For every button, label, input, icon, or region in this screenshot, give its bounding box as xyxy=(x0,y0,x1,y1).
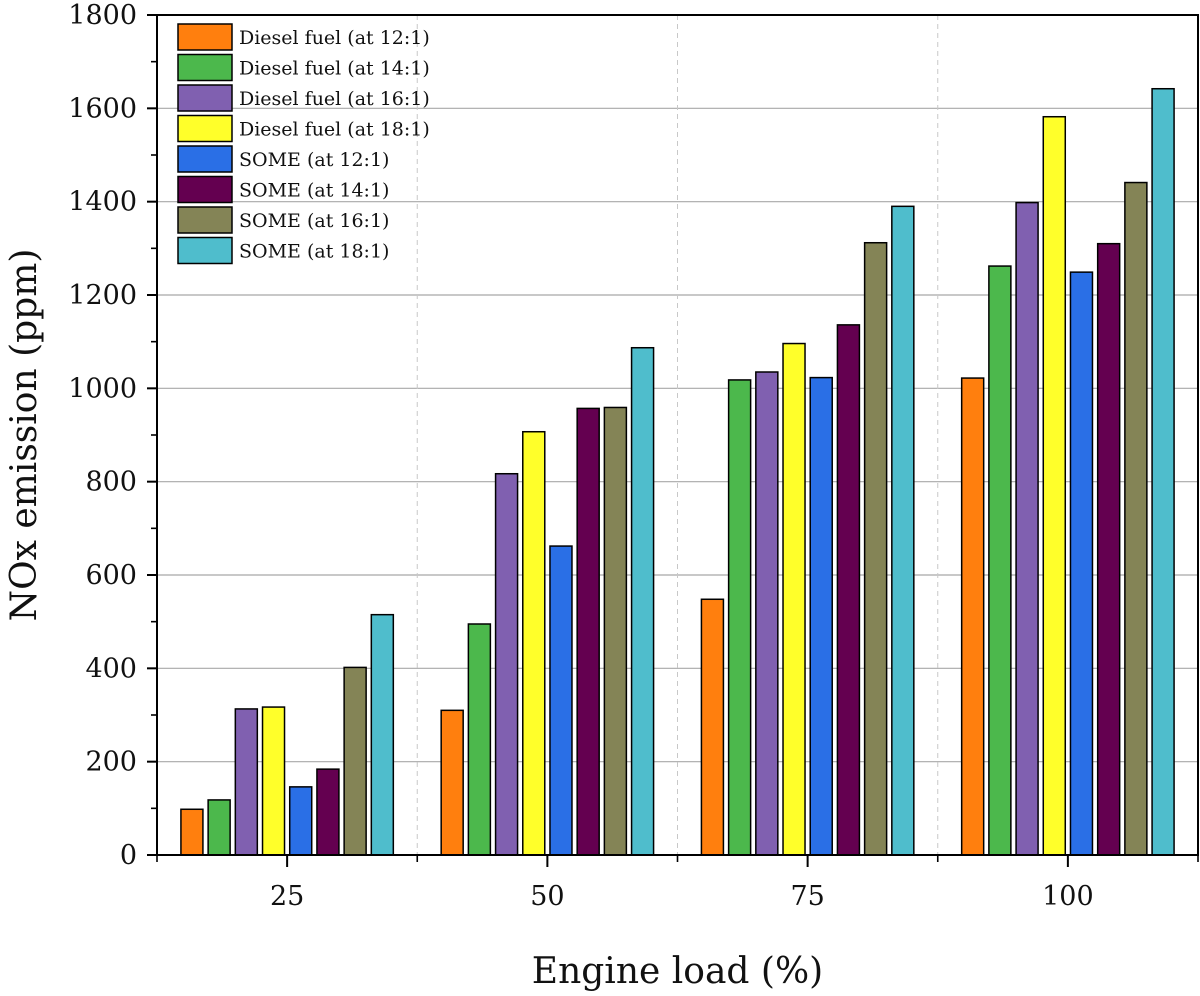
y-tick-label: 1200 xyxy=(68,280,137,311)
bar[interactable] xyxy=(755,371,779,856)
legend-item[interactable]: Diesel fuel (at 16:1) xyxy=(177,84,430,112)
y-tick-label: 200 xyxy=(85,747,137,778)
bar[interactable] xyxy=(603,406,628,856)
bar[interactable] xyxy=(891,205,915,856)
bar[interactable] xyxy=(1015,201,1039,856)
x-tick-label: 25 xyxy=(270,881,304,912)
bar[interactable] xyxy=(522,430,546,856)
legend-swatch xyxy=(177,23,233,51)
legend-item[interactable]: Diesel fuel (at 12:1) xyxy=(177,23,430,51)
y-tick-label: 1800 xyxy=(68,0,137,31)
axis-ticks xyxy=(147,14,1199,867)
legend-swatch xyxy=(177,114,233,143)
legend[interactable]: Diesel fuel (at 12:1) Diesel fuel (at 14:… xyxy=(177,23,430,265)
legend-label: Diesel fuel (at 12:1) xyxy=(239,27,430,49)
bar[interactable] xyxy=(1124,181,1148,856)
legend-item[interactable]: SOME (at 12:1) xyxy=(177,145,389,173)
x-tick-label: 50 xyxy=(530,881,564,912)
bar[interactable] xyxy=(549,545,573,856)
legend-swatch xyxy=(177,236,233,265)
bar[interactable] xyxy=(782,342,806,856)
bar[interactable] xyxy=(1151,87,1175,856)
legend-item[interactable]: SOME (at 16:1) xyxy=(177,206,389,234)
bar[interactable] xyxy=(700,598,725,856)
bar[interactable] xyxy=(630,346,655,856)
legend-label: SOME (at 16:1) xyxy=(239,210,389,232)
legend-label: SOME (at 18:1) xyxy=(239,241,389,263)
bar[interactable] xyxy=(727,379,752,856)
bar[interactable] xyxy=(288,786,313,856)
bar[interactable] xyxy=(234,708,259,856)
legend-item[interactable]: SOME (at 18:1) xyxy=(177,236,389,265)
legend-swatch xyxy=(177,206,233,234)
x-axis-title: Engine load (%) xyxy=(532,951,823,992)
bar[interactable] xyxy=(809,376,833,856)
legend-swatch xyxy=(177,53,233,82)
legend-swatch xyxy=(177,84,233,112)
legend-item[interactable]: Diesel fuel (at 18:1) xyxy=(177,114,430,143)
legend-label: SOME (at 12:1) xyxy=(239,149,389,171)
legend-label: Diesel fuel (at 18:1) xyxy=(239,119,430,141)
bar[interactable] xyxy=(1096,242,1121,856)
y-tick-label: 400 xyxy=(85,653,137,684)
bar[interactable] xyxy=(863,241,888,856)
tick-labels: 0 200 400 600 800 1000 1200 1400 1600 1800 25 50 75 1… xyxy=(68,0,1093,912)
grid-lines xyxy=(157,15,1198,855)
bar[interactable] xyxy=(494,472,519,856)
y-axis-title: NOx emission (ppm) xyxy=(4,249,45,622)
legend-item[interactable]: Diesel fuel (at 14:1) xyxy=(177,53,430,82)
bar[interactable] xyxy=(1042,115,1067,856)
x-tick-label: 75 xyxy=(790,881,824,912)
bar[interactable] xyxy=(960,377,985,856)
bar[interactable] xyxy=(440,709,464,856)
bar[interactable] xyxy=(1069,271,1094,856)
legend-swatch xyxy=(177,145,233,173)
legend-swatch xyxy=(177,175,233,204)
bar[interactable] xyxy=(316,768,340,856)
bar[interactable] xyxy=(370,613,395,856)
y-tick-label: 1400 xyxy=(68,187,137,218)
y-tick-label: 0 xyxy=(120,840,137,871)
legend-label: Diesel fuel (at 14:1) xyxy=(239,58,430,80)
y-tick-label: 1000 xyxy=(68,373,137,404)
bar[interactable] xyxy=(207,799,231,856)
legend-item[interactable]: SOME (at 14:1) xyxy=(177,175,389,204)
bar[interactable] xyxy=(576,407,600,856)
bar[interactable] xyxy=(467,623,492,856)
y-tick-label: 800 xyxy=(85,467,137,498)
y-tick-label: 600 xyxy=(85,560,137,591)
bar[interactable] xyxy=(343,666,367,856)
x-tick-label: 100 xyxy=(1042,881,1094,912)
y-tick-label: 1600 xyxy=(68,93,137,124)
legend-label: SOME (at 14:1) xyxy=(239,180,389,202)
bar[interactable] xyxy=(836,324,861,856)
legend-label: Diesel fuel (at 16:1) xyxy=(239,88,430,110)
bar[interactable] xyxy=(261,706,286,856)
bar[interactable] xyxy=(180,808,204,856)
bars xyxy=(180,87,1175,856)
bar[interactable] xyxy=(988,265,1012,856)
